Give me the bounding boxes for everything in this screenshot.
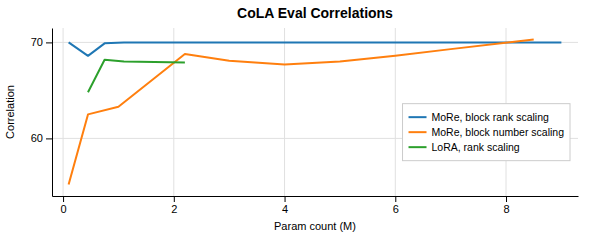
- tick: 70: [31, 36, 52, 48]
- chart: 024686070MoRe, block rank scalingMoRe, b…: [0, 0, 590, 236]
- x-axis-title: Param count (M): [274, 220, 356, 232]
- tick: 4: [282, 196, 288, 215]
- legend-label: MoRe, block number scaling: [432, 126, 565, 138]
- grid-line: [63, 28, 64, 196]
- tick-label: 60: [31, 132, 43, 144]
- legend-item: LoRA, rank scaling: [409, 141, 520, 153]
- legend-item: MoRe, block number scaling: [409, 126, 565, 138]
- tick-label: 4: [282, 203, 288, 215]
- tick-label: 2: [171, 203, 177, 215]
- tick: 60: [31, 132, 52, 144]
- legend-item: MoRe, block rank scaling: [409, 111, 549, 123]
- tick-mark: [285, 196, 286, 202]
- grid: [52, 28, 578, 196]
- marks: [69, 40, 562, 185]
- grid-line: [284, 28, 285, 196]
- legend-swatch: [409, 146, 427, 148]
- y-axis-title: Correlation: [4, 85, 16, 139]
- legend: MoRe, block rank scaling MoRe, block numb…: [403, 104, 570, 161]
- tick: 0: [61, 196, 67, 215]
- tick: 2: [171, 196, 177, 215]
- tick-mark: [63, 196, 64, 202]
- tick-label: 6: [393, 203, 399, 215]
- legend-label: MoRe, block rank scaling: [432, 111, 549, 123]
- tick-mark: [46, 138, 52, 139]
- tick: 8: [503, 196, 509, 215]
- axis-line: [53, 196, 579, 197]
- title: CoLA Eval Correlations: [237, 5, 393, 21]
- tick-mark: [174, 196, 175, 202]
- tick-mark: [506, 196, 507, 202]
- grid-line: [395, 28, 396, 196]
- legend-swatch: [409, 131, 427, 133]
- tick-label: 70: [31, 36, 43, 48]
- legend-swatch: [409, 116, 427, 118]
- plot: 024686070MoRe, block rank scalingMoRe, b…: [31, 28, 579, 215]
- tick-label: 0: [61, 203, 67, 215]
- tick-mark: [395, 196, 396, 202]
- tick-label: 8: [503, 203, 509, 215]
- axis-line: [52, 29, 53, 197]
- tick-mark: [46, 42, 52, 43]
- tick: 6: [393, 196, 399, 215]
- line: [88, 60, 185, 93]
- x-axis: 0 2 4 6 8: [53, 196, 579, 215]
- legend-label: LoRA, rank scaling: [432, 141, 520, 153]
- grid-line: [173, 28, 174, 196]
- legend-box: [403, 104, 570, 161]
- y-axis: 60 70: [31, 29, 53, 197]
